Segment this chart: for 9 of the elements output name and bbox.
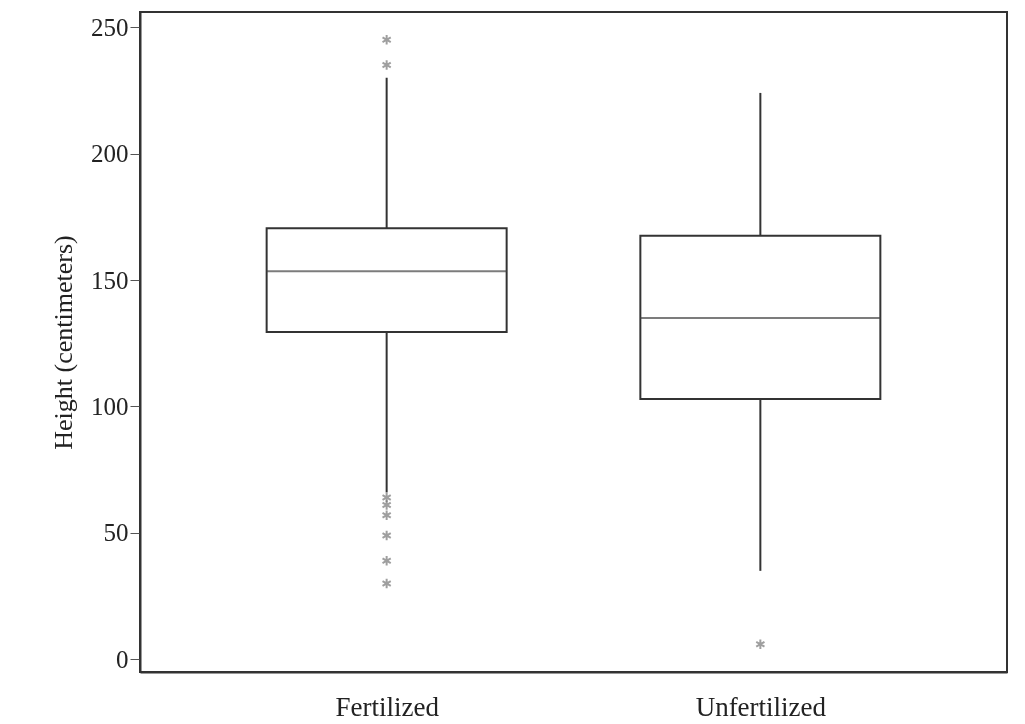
y-tick-label: 0 <box>116 645 129 673</box>
y-tick-label: 100 <box>91 392 129 420</box>
y-tick-label: 50 <box>103 519 129 547</box>
x-tick-label: Unfertilized <box>695 691 827 722</box>
y-tick-label: 250 <box>91 13 129 41</box>
y-tick-label: 150 <box>91 266 129 294</box>
y-axis-title: Height (centimeters) <box>49 235 78 450</box>
x-tick-label: Fertilized <box>335 691 440 722</box>
y-tick-label: 200 <box>91 140 129 168</box>
